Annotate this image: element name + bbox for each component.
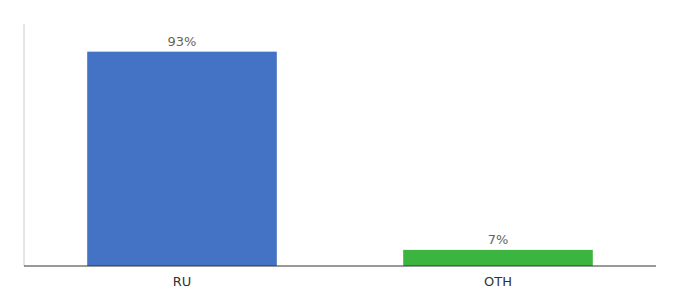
x-axis-line — [24, 266, 656, 267]
data-label: 93% — [168, 34, 197, 49]
x-tick-label: RU — [173, 274, 192, 289]
data-label: 7% — [488, 232, 509, 247]
chart-container: 93% 7% RU OTH — [0, 0, 680, 300]
bars — [87, 52, 593, 266]
bar — [403, 250, 593, 266]
x-tick-label: OTH — [484, 274, 512, 289]
y-axis-line — [24, 24, 25, 266]
chart: 93% 7% RU OTH — [0, 0, 680, 300]
bar — [87, 52, 277, 266]
